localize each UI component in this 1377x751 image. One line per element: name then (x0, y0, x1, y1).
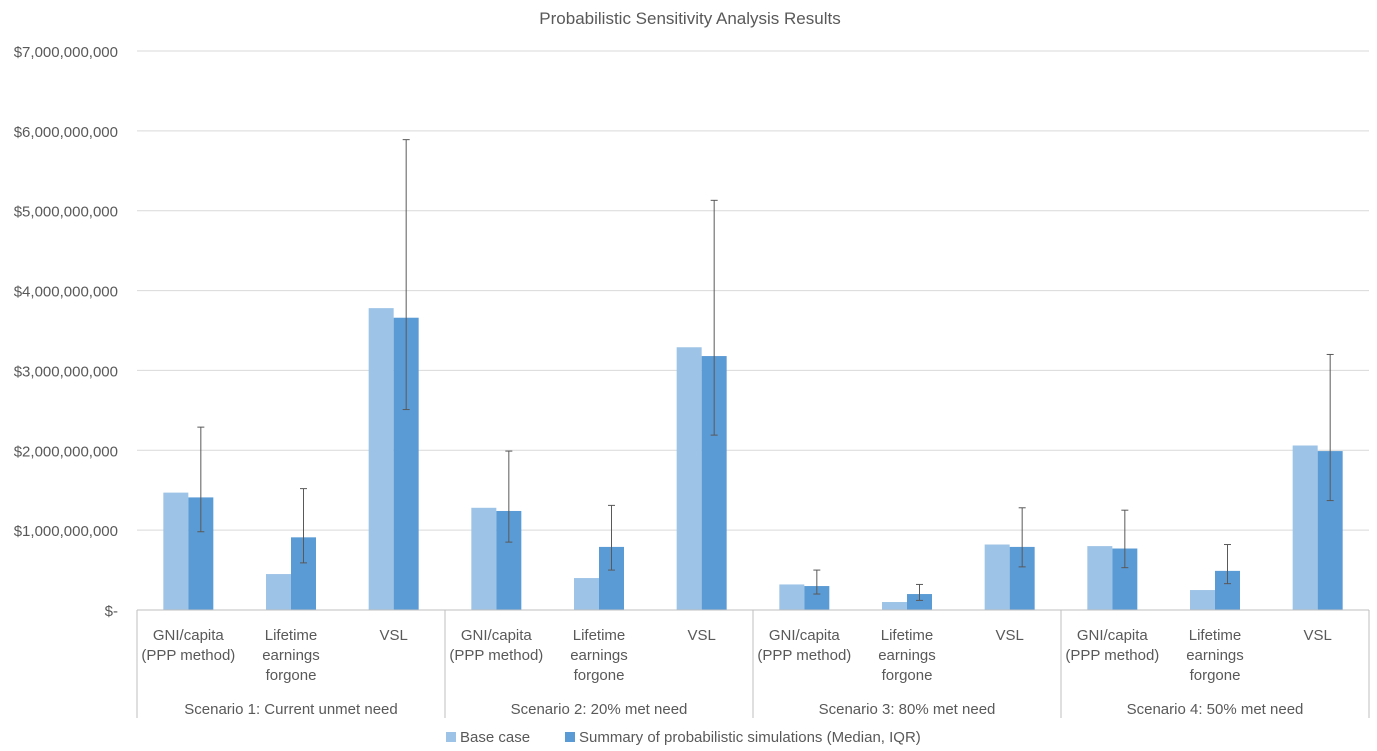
x-category-label-line: VSL (995, 627, 1023, 644)
x-category-label: GNI/capita (PPP method) (757, 627, 851, 664)
x-category-label: Lifetime earnings forgone (1186, 627, 1244, 684)
x-category-label: Lifetime earnings forgone (878, 627, 936, 684)
y-axis-tick-labels: $- $1,000,000,000 $2,000,000,000 $3,000,000… (14, 44, 118, 620)
x-category-label-line: VSL (379, 627, 407, 644)
x-group-label: Scenario 4: 50% met need (1127, 701, 1304, 718)
gridlines (137, 50, 1369, 531)
y-tick-label: $4,000,000,000 (14, 284, 118, 301)
y-tick-label: $5,000,000,000 (14, 204, 118, 221)
x-category-label-line: (PPP method) (449, 647, 543, 664)
x-axis: GNI/capita (PPP method) Lifetime earnings fo… (136, 609, 1370, 718)
bar-base-case (574, 578, 599, 610)
x-category-label-line: (PPP method) (141, 647, 235, 664)
x-category-label: Lifetime earnings forgone (570, 627, 628, 684)
chart-title: Probabilistic Sensitivity Analysis Resul… (539, 9, 840, 28)
x-category-label: VSL (379, 627, 407, 644)
x-category-label-line: (PPP method) (1065, 647, 1159, 664)
bar-base-case (471, 507, 497, 610)
x-category-label: GNI/capita (PPP method) (449, 627, 543, 664)
bar-base-case (882, 602, 907, 610)
legend-swatch (565, 732, 575, 742)
x-category-label-line: GNI/capita (153, 627, 225, 644)
x-category-label-line: GNI/capita (1077, 627, 1149, 644)
bar-base-case (676, 347, 702, 610)
y-tick-label: $7,000,000,000 (14, 44, 118, 61)
bar-base-case (368, 308, 394, 610)
x-category-label-line: earnings (878, 647, 936, 664)
y-tick-label: $3,000,000,000 (14, 363, 118, 380)
x-category-label-line: (PPP method) (757, 647, 851, 664)
x-category-label-line: Lifetime (573, 627, 626, 644)
x-category-label: GNI/capita (PPP method) (1065, 627, 1159, 664)
legend-label: Summary of probabilistic simulations (Me… (579, 729, 921, 746)
x-category-label-line: earnings (262, 647, 320, 664)
bar-base-case (984, 544, 1010, 610)
x-group-label: Scenario 1: Current unmet need (184, 701, 397, 718)
x-category-label-line: Lifetime (881, 627, 934, 644)
legend-label: Base case (460, 729, 530, 746)
x-category-label: VSL (995, 627, 1023, 644)
x-category-label-line: Lifetime (265, 627, 318, 644)
x-category-label-line: earnings (1186, 647, 1244, 664)
bar-probabilistic-median (907, 594, 932, 610)
x-category-label-line: forgone (882, 667, 933, 684)
x-category-label: GNI/capita (PPP method) (141, 627, 235, 664)
x-category-label-line: GNI/capita (461, 627, 533, 644)
legend: Base case Summary of probabilistic simula… (446, 729, 921, 746)
x-group-label: Scenario 3: 80% met need (819, 701, 996, 718)
legend-swatch (446, 732, 456, 742)
bar-base-case (1087, 546, 1113, 610)
x-category-label-line: VSL (1303, 627, 1331, 644)
x-category-label-line: forgone (574, 667, 625, 684)
bar-base-case (779, 584, 805, 610)
x-category-label-line: earnings (570, 647, 628, 664)
bar-base-case (163, 492, 189, 610)
bar-probabilistic-median (804, 586, 830, 610)
x-group-label: Scenario 2: 20% met need (511, 701, 688, 718)
bar-base-case (1190, 590, 1215, 610)
x-category-label-line: GNI/capita (769, 627, 841, 644)
y-tick-label: $6,000,000,000 (14, 124, 118, 141)
y-tick-label: $2,000,000,000 (14, 443, 118, 460)
x-category-label-line: Lifetime (1189, 627, 1242, 644)
bar-base-case (1292, 445, 1318, 610)
x-category-label: VSL (687, 627, 715, 644)
bars (163, 308, 1343, 610)
bar-base-case (266, 574, 291, 610)
x-category-label-line: VSL (687, 627, 715, 644)
y-tick-label: $- (105, 603, 118, 620)
error-bars (197, 139, 1334, 601)
x-category-label: VSL (1303, 627, 1331, 644)
y-tick-label: $1,000,000,000 (14, 523, 118, 540)
x-category-label-line: forgone (1190, 667, 1241, 684)
x-category-label: Lifetime earnings forgone (262, 627, 320, 684)
x-category-label-line: forgone (266, 667, 317, 684)
